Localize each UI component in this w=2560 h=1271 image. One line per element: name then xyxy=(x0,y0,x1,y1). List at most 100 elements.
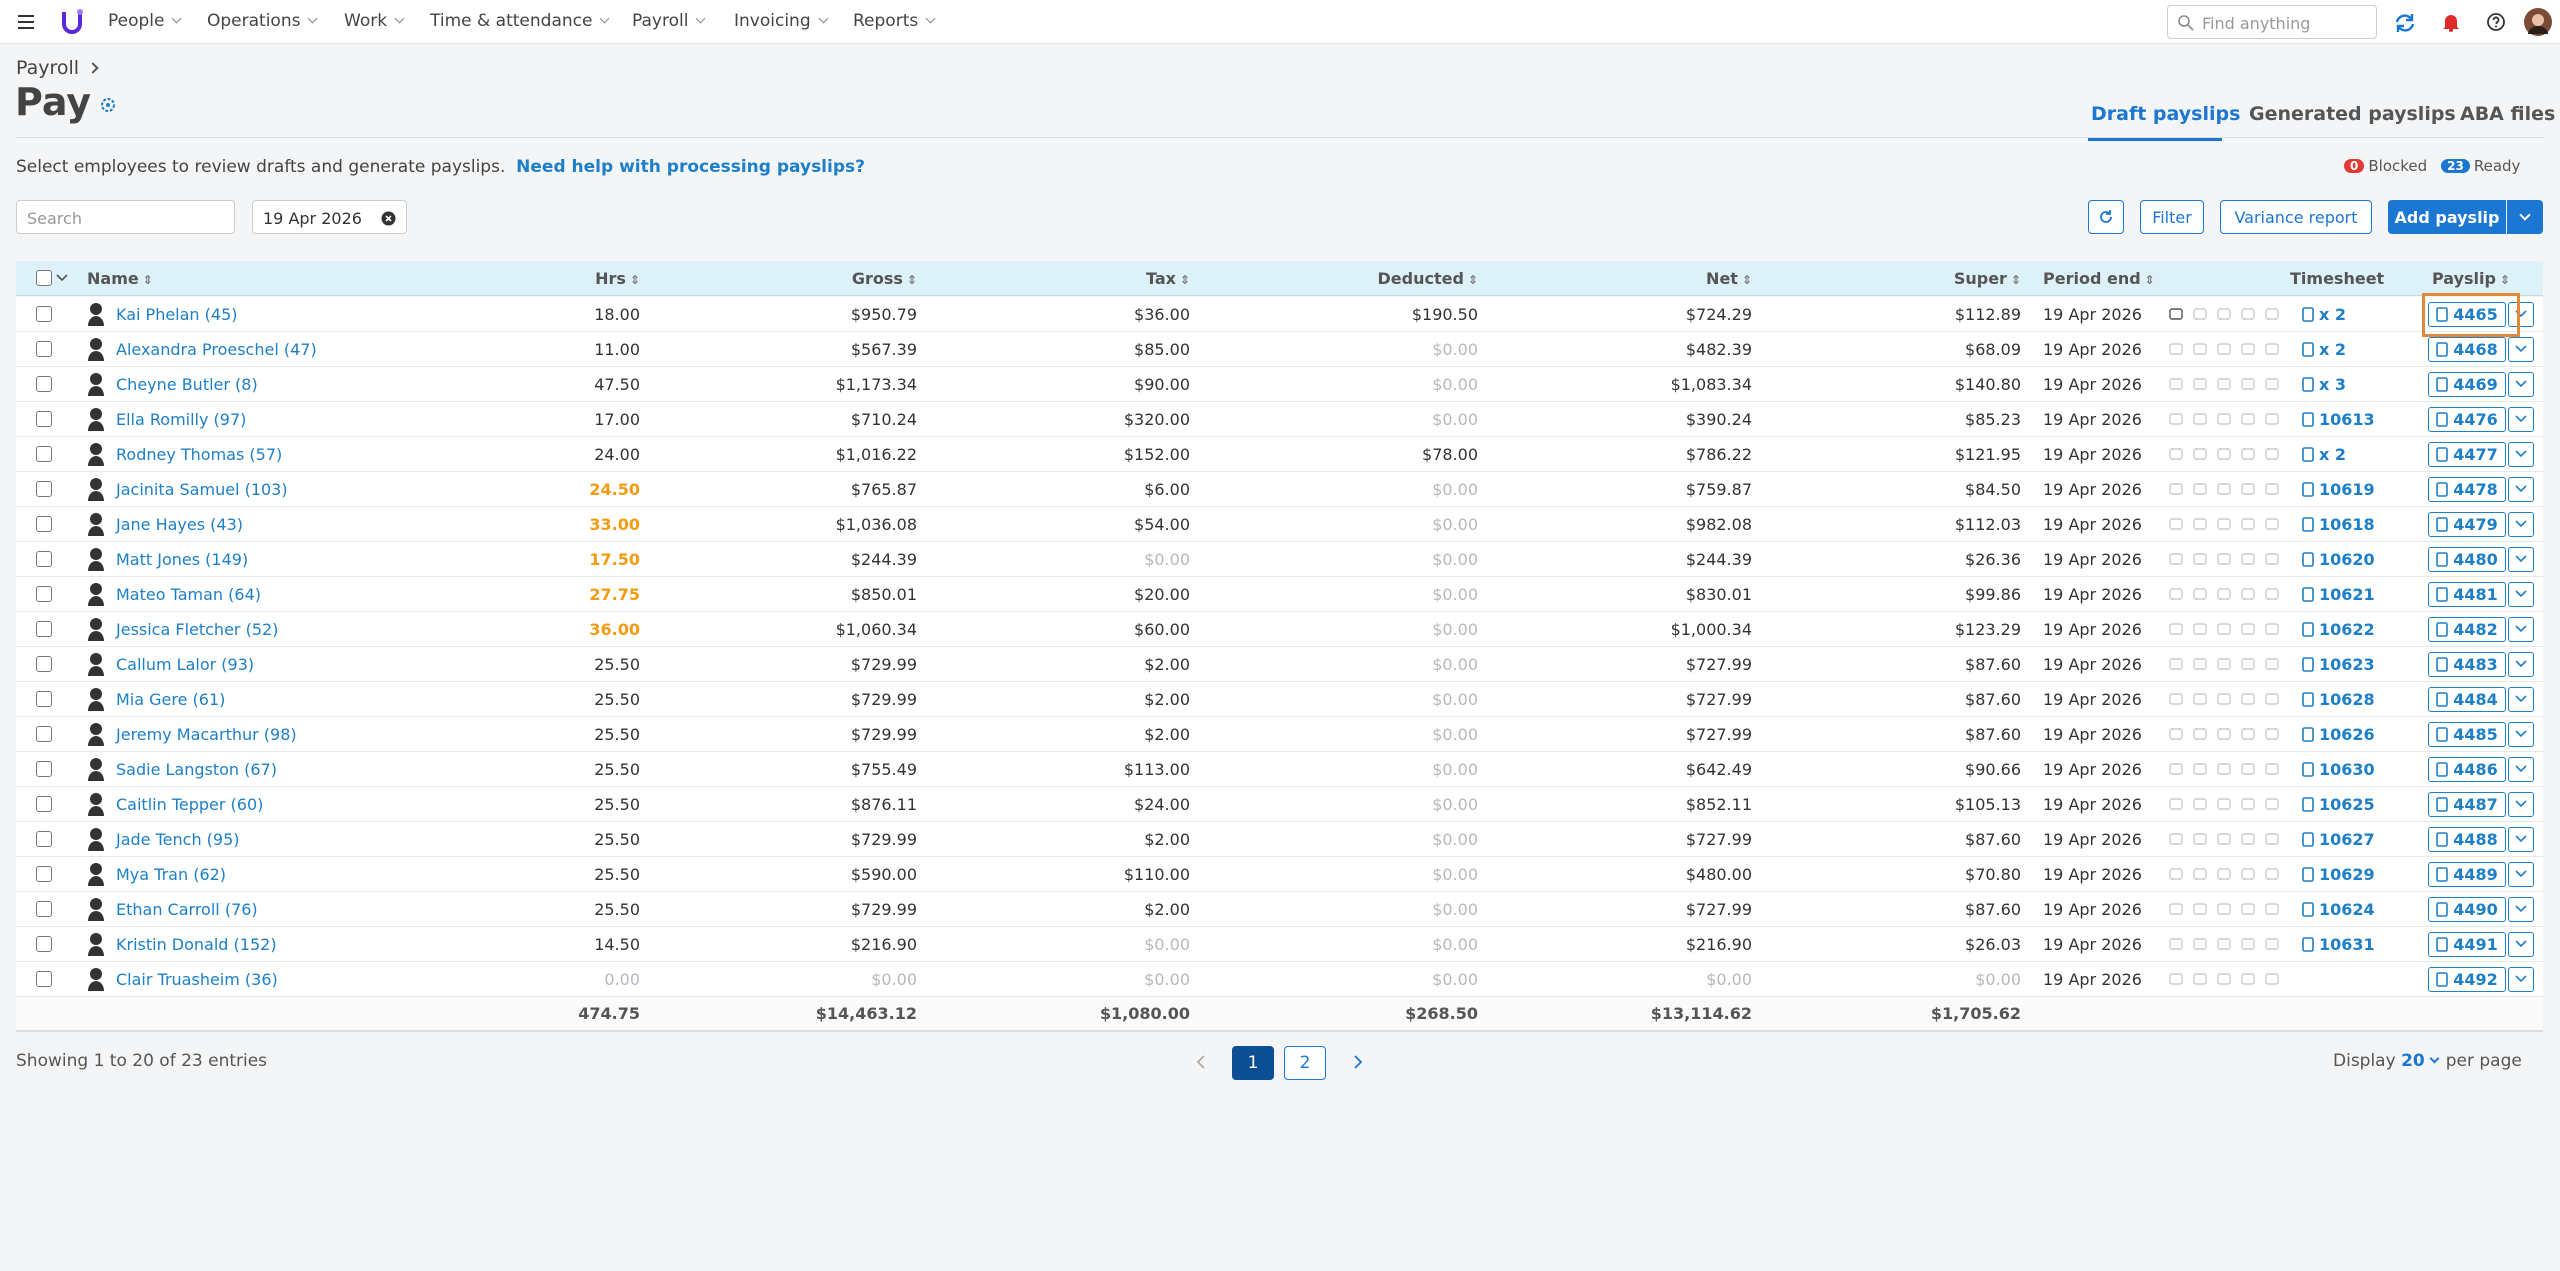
payslip-menu[interactable] xyxy=(2508,791,2534,817)
timesheet-link[interactable]: 10630 xyxy=(2319,759,2375,779)
employee-name[interactable]: Jane Hayes (43) xyxy=(116,514,244,534)
payslip-button[interactable]: 4490 xyxy=(2428,896,2506,922)
column-header[interactable]: Timesheet xyxy=(2290,269,2420,288)
employee-name[interactable]: Kristin Donald (152) xyxy=(116,934,277,954)
column-header[interactable]: Hrs xyxy=(520,269,650,288)
payslip-button[interactable]: 4469 xyxy=(2428,371,2506,397)
breadcrumb[interactable]: Payroll xyxy=(16,57,99,79)
checkbox[interactable] xyxy=(36,446,52,462)
clear-icon[interactable] xyxy=(381,211,396,226)
checkbox[interactable] xyxy=(36,341,52,357)
employee-name[interactable]: Mia Gere (61) xyxy=(116,689,226,709)
employee-name[interactable]: Caitlin Tepper (60) xyxy=(116,794,264,814)
employee-name[interactable]: Kai Phelan (45) xyxy=(116,304,238,324)
checkbox[interactable] xyxy=(36,691,52,707)
timesheet-link[interactable]: 10625 xyxy=(2319,794,2375,814)
employee-name[interactable]: Alexandra Proeschel (47) xyxy=(116,339,317,359)
payslip-button[interactable]: 4480 xyxy=(2428,546,2506,572)
timesheet-link[interactable]: 10621 xyxy=(2319,584,2375,604)
employee-name[interactable]: Jacinita Samuel (103) xyxy=(116,479,288,499)
column-header[interactable]: Gross xyxy=(650,269,927,288)
date-input[interactable]: 19 Apr 2026 xyxy=(252,200,407,234)
nav-item[interactable]: Operations xyxy=(207,11,316,31)
column-header[interactable]: Tax xyxy=(927,269,1200,288)
sync-icon[interactable] xyxy=(2394,12,2416,34)
employee-name[interactable]: Rodney Thomas (57) xyxy=(116,444,283,464)
timesheet-cell[interactable]: 10618 xyxy=(2290,515,2420,534)
payslip-menu[interactable] xyxy=(2508,721,2534,747)
payslip-button[interactable]: 4486 xyxy=(2428,756,2506,782)
timesheet-cell[interactable]: x 2 xyxy=(2290,340,2420,359)
payslip-button[interactable]: 4468 xyxy=(2428,336,2506,362)
checkbox[interactable] xyxy=(36,306,52,322)
payslip-button[interactable]: 4476 xyxy=(2428,406,2506,432)
payslip-button[interactable]: 4485 xyxy=(2428,721,2506,747)
avatar[interactable] xyxy=(2524,8,2552,36)
timesheet-link[interactable]: 10620 xyxy=(2319,549,2375,569)
checkbox[interactable] xyxy=(36,831,52,847)
timesheet-link[interactable]: 10618 xyxy=(2319,514,2375,534)
payslip-button[interactable]: 4481 xyxy=(2428,581,2506,607)
timesheet-cell[interactable]: 10631 xyxy=(2290,935,2420,954)
column-header[interactable]: Deducted xyxy=(1200,269,1488,288)
checkbox[interactable] xyxy=(36,761,52,777)
nav-item[interactable]: Reports xyxy=(853,11,934,31)
checkbox[interactable] xyxy=(36,270,52,286)
timesheet-cell[interactable]: 10630 xyxy=(2290,760,2420,779)
timesheet-link[interactable]: 10613 xyxy=(2319,409,2375,429)
bell-icon[interactable] xyxy=(2441,12,2461,32)
timesheet-link[interactable]: 10622 xyxy=(2319,619,2375,639)
checkbox[interactable] xyxy=(36,866,52,882)
employee-name[interactable]: Ethan Carroll (76) xyxy=(116,899,258,919)
logo[interactable] xyxy=(60,8,86,36)
checkbox[interactable] xyxy=(36,376,52,392)
payslip-menu[interactable] xyxy=(2508,896,2534,922)
payslip-button[interactable]: 4489 xyxy=(2428,861,2506,887)
employee-name[interactable]: Cheyne Butler (8) xyxy=(116,374,258,394)
timesheet-link[interactable]: 10626 xyxy=(2319,724,2375,744)
timesheet-link[interactable]: x 3 xyxy=(2319,374,2347,394)
payslip-menu[interactable] xyxy=(2508,476,2534,502)
timesheet-cell[interactable]: 10625 xyxy=(2290,795,2420,814)
column-header[interactable]: Net xyxy=(1488,269,1762,288)
search-input[interactable]: Search xyxy=(16,200,235,234)
timesheet-link[interactable]: 10623 xyxy=(2319,654,2375,674)
nav-item[interactable]: Payroll xyxy=(632,11,704,31)
employee-name[interactable]: Mateo Taman (64) xyxy=(116,584,261,604)
payslip-button[interactable]: 4488 xyxy=(2428,826,2506,852)
payslip-button[interactable]: 4491 xyxy=(2428,931,2506,957)
page-button[interactable]: 2 xyxy=(1284,1046,1326,1080)
timesheet-cell[interactable]: 10629 xyxy=(2290,865,2420,884)
timesheet-link[interactable]: x 2 xyxy=(2319,339,2347,359)
timesheet-link[interactable]: x 2 xyxy=(2319,444,2347,464)
payslip-menu[interactable] xyxy=(2508,546,2534,572)
payslip-menu[interactable] xyxy=(2508,336,2534,362)
payslip-button[interactable]: 4478 xyxy=(2428,476,2506,502)
payslip-menu[interactable] xyxy=(2508,966,2534,992)
timesheet-cell[interactable]: 10619 xyxy=(2290,480,2420,499)
timesheet-cell[interactable]: 10621 xyxy=(2290,585,2420,604)
checkbox[interactable] xyxy=(36,901,52,917)
employee-name[interactable]: Jade Tench (95) xyxy=(116,829,240,849)
timesheet-cell[interactable]: 10623 xyxy=(2290,655,2420,674)
payslip-button[interactable]: 4465 xyxy=(2428,301,2506,327)
checkbox[interactable] xyxy=(36,551,52,567)
payslip-button[interactable]: 4477 xyxy=(2428,441,2506,467)
employee-name[interactable]: Mya Tran (62) xyxy=(116,864,227,884)
payslip-menu[interactable] xyxy=(2508,931,2534,957)
timesheet-cell[interactable]: 10613 xyxy=(2290,410,2420,429)
payslip-button[interactable]: 4484 xyxy=(2428,686,2506,712)
timesheet-link[interactable]: 10627 xyxy=(2319,829,2375,849)
employee-name[interactable]: Jessica Fletcher (52) xyxy=(116,619,279,639)
add-payslip-menu[interactable] xyxy=(2507,200,2543,234)
global-search[interactable]: Find anything xyxy=(2167,5,2377,39)
checkbox[interactable] xyxy=(36,936,52,952)
payslip-menu[interactable] xyxy=(2508,581,2534,607)
tab[interactable]: Draft payslips xyxy=(2091,103,2241,125)
payslip-menu[interactable] xyxy=(2508,686,2534,712)
payslip-menu[interactable] xyxy=(2508,861,2534,887)
timesheet-cell[interactable]: x 3 xyxy=(2290,375,2420,394)
checkbox[interactable] xyxy=(36,796,52,812)
help-link[interactable]: Need help with processing payslips? xyxy=(516,157,865,177)
checkbox[interactable] xyxy=(36,971,52,987)
